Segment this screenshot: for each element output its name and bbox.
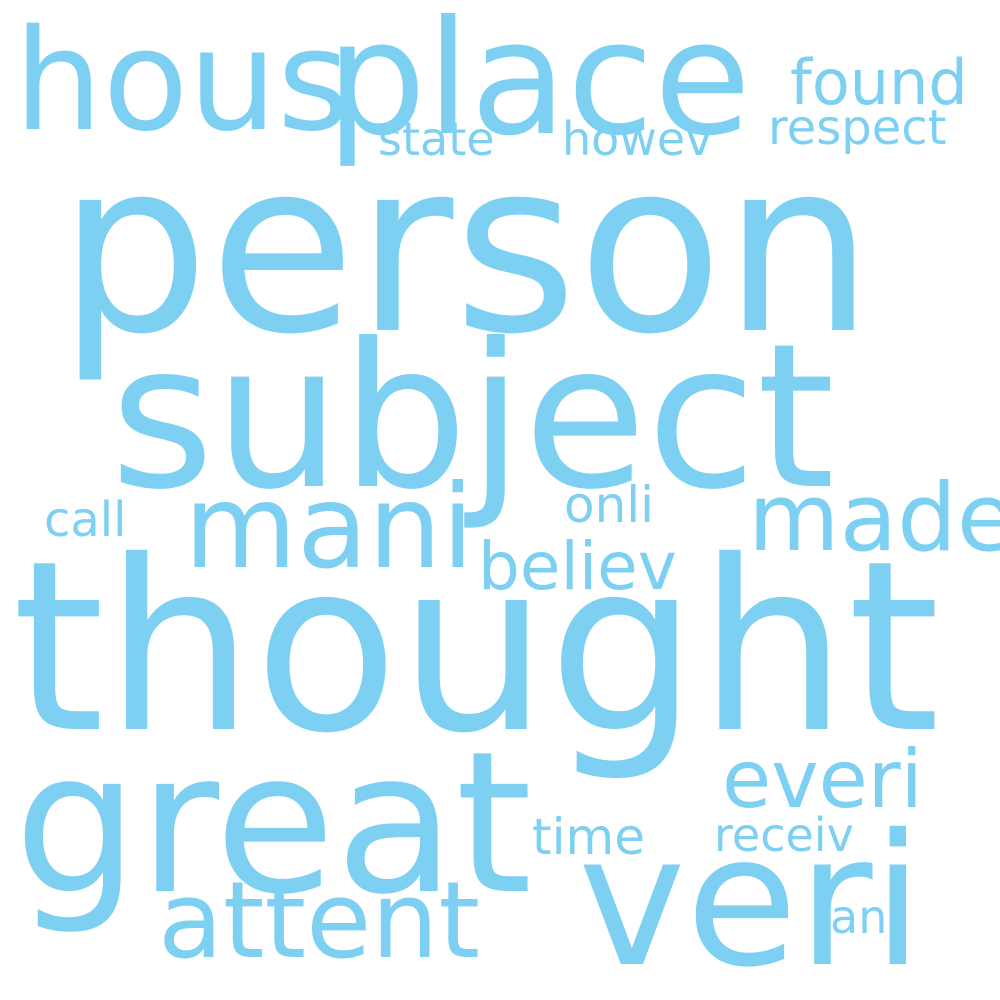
- word-hous: hous: [14, 0, 351, 163]
- word-respect: respect: [768, 100, 947, 156]
- word-time: time: [532, 808, 645, 866]
- word-attent: attent: [158, 859, 481, 982]
- word-place: place: [326, 0, 752, 171]
- word-call: call: [44, 492, 127, 548]
- word-thought: thought: [12, 510, 940, 785]
- word-veri: veri: [578, 795, 924, 1000]
- word-great: great: [14, 710, 533, 938]
- word-believ: believ: [478, 528, 677, 605]
- word-person: person: [58, 110, 874, 387]
- word-ani: ani: [830, 890, 901, 944]
- word-subject: subject: [110, 301, 835, 534]
- word-onli: onli: [564, 476, 655, 534]
- word-howev: howev: [562, 112, 713, 166]
- word-everi: everi: [722, 733, 923, 826]
- word-mani: mani: [184, 460, 474, 595]
- word-receiv: receiv: [714, 808, 854, 862]
- word-state: state: [378, 112, 495, 166]
- word-made: made: [748, 464, 1000, 573]
- word-found: found: [790, 46, 968, 119]
